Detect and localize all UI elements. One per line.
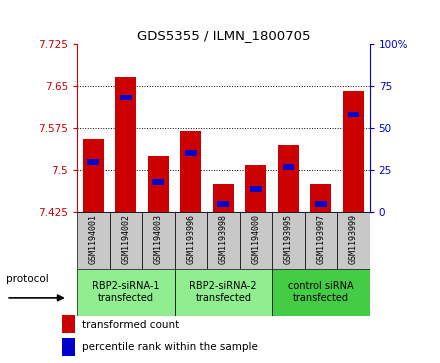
Bar bbox=[153, 179, 164, 185]
Bar bbox=[142, 212, 175, 269]
Text: GSM1193995: GSM1193995 bbox=[284, 215, 293, 264]
Text: GSM1194002: GSM1194002 bbox=[121, 215, 130, 264]
Bar bbox=[175, 269, 272, 316]
Bar bbox=[272, 212, 304, 269]
Text: RBP2-siRNA-1
transfected: RBP2-siRNA-1 transfected bbox=[92, 281, 160, 303]
Text: protocol: protocol bbox=[6, 274, 49, 284]
Title: GDS5355 / ILMN_1800705: GDS5355 / ILMN_1800705 bbox=[136, 29, 310, 42]
Bar bbox=[115, 77, 136, 212]
Text: RBP2-siRNA-2
transfected: RBP2-siRNA-2 transfected bbox=[190, 281, 257, 303]
Bar bbox=[304, 212, 337, 269]
Bar bbox=[348, 112, 359, 117]
Text: GSM1193996: GSM1193996 bbox=[186, 215, 195, 264]
Bar bbox=[239, 212, 272, 269]
Bar bbox=[213, 184, 234, 212]
Bar bbox=[77, 212, 110, 269]
Bar bbox=[62, 338, 75, 356]
Text: control siRNA
transfected: control siRNA transfected bbox=[288, 281, 354, 303]
Text: GSM1193999: GSM1193999 bbox=[349, 215, 358, 264]
Bar bbox=[343, 91, 364, 212]
Bar bbox=[310, 184, 331, 212]
Bar bbox=[245, 164, 266, 212]
Bar bbox=[148, 156, 169, 212]
Bar bbox=[337, 212, 370, 269]
Bar bbox=[315, 201, 326, 207]
Bar bbox=[88, 159, 99, 164]
Text: GSM1194001: GSM1194001 bbox=[89, 215, 98, 264]
Bar bbox=[282, 164, 294, 170]
Bar bbox=[272, 269, 370, 316]
Text: transformed count: transformed count bbox=[82, 320, 179, 330]
Bar bbox=[207, 212, 239, 269]
Bar bbox=[217, 201, 229, 207]
Bar bbox=[110, 212, 142, 269]
Text: GSM1194003: GSM1194003 bbox=[154, 215, 163, 264]
Text: GSM1193998: GSM1193998 bbox=[219, 215, 228, 264]
Bar bbox=[278, 145, 299, 212]
Bar bbox=[175, 212, 207, 269]
Bar bbox=[83, 139, 104, 212]
Bar bbox=[185, 151, 197, 156]
Text: GSM1194000: GSM1194000 bbox=[251, 215, 260, 264]
Bar bbox=[250, 186, 262, 192]
Text: percentile rank within the sample: percentile rank within the sample bbox=[82, 342, 258, 352]
Bar bbox=[120, 95, 132, 101]
Bar bbox=[180, 131, 202, 212]
Bar bbox=[77, 269, 175, 316]
Text: GSM1193997: GSM1193997 bbox=[316, 215, 325, 264]
Bar bbox=[62, 315, 75, 333]
